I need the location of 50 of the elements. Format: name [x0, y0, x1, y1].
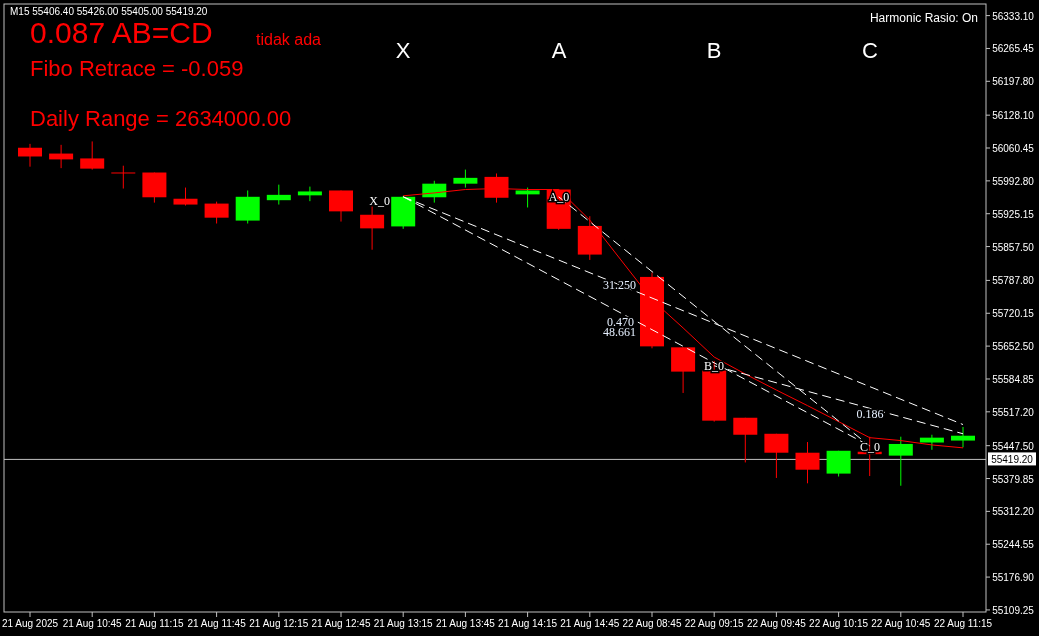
x-tick-label: 21 Aug 11:45: [187, 618, 247, 629]
y-tick-label: 55109.25: [992, 604, 1035, 616]
annotation: X: [395, 38, 411, 63]
annotation: X_0: [369, 194, 390, 208]
y-tick-label: 55720.15: [992, 308, 1035, 320]
x-tick-label: 22 Aug 11:15: [933, 618, 993, 629]
y-tick-label: 55857.50: [992, 241, 1035, 253]
x-tick-label: 21 Aug 11:15: [125, 618, 184, 629]
y-tick-label: 56265.45: [992, 43, 1035, 55]
x-tick-label: 21 Aug 14:45: [560, 618, 620, 629]
y-tick-label: 55379.85: [992, 473, 1035, 485]
y-tick-label: 55312.20: [992, 506, 1035, 518]
x-tick-label: 21 Aug 12:15: [249, 618, 309, 629]
chart-title: M15 55406.40 55426.00 55405.00 55419.20: [10, 6, 208, 17]
annotation: Fibo Retrace = -0.059: [30, 56, 244, 81]
y-tick-label: 55517.20: [992, 406, 1035, 418]
x-tick-label: 22 Aug 08:45: [622, 618, 682, 629]
y-tick-label: 56128.10: [992, 110, 1035, 122]
annotation: 0.186: [856, 407, 884, 421]
y-tick-label: 55787.80: [992, 275, 1035, 287]
y-tick-label: 55992.80: [992, 175, 1035, 187]
ref-line-label: 55419.20: [991, 454, 1034, 466]
x-tick-label: 22 Aug 09:15: [684, 618, 745, 629]
y-tick-label: 56060.45: [992, 143, 1035, 155]
annotation: A: [551, 38, 567, 63]
x-tick-label: 21 Aug 12:45: [311, 618, 371, 629]
x-tick-label: 21 Aug 10:45: [62, 618, 123, 629]
annotation: 31.250: [603, 278, 636, 292]
x-tick-label: 22 Aug 09:45: [746, 618, 807, 629]
annotation: tidak ada: [256, 31, 322, 48]
annotation: A_0: [548, 190, 570, 204]
annotation: C: [862, 38, 879, 63]
y-tick-label: 56333.10: [992, 10, 1035, 22]
y-tick-label: 55176.90: [992, 572, 1035, 584]
y-tick-label: 55925.15: [992, 208, 1035, 220]
x-tick-label: 21 Aug 14:15: [498, 618, 558, 629]
x-tick-label: 22 Aug 10:45: [871, 618, 931, 629]
x-tick-label: 21 Aug 2025: [1, 618, 59, 629]
y-tick-label: 55244.55: [992, 539, 1035, 551]
annotation: B: [706, 38, 722, 63]
y-tick-label: 55447.50: [992, 440, 1035, 452]
x-tick-label: 21 Aug 13:15: [373, 618, 434, 629]
annotation: Daily Range = 2634000.00: [30, 106, 292, 131]
x-tick-label: 21 Aug 13:45: [435, 618, 496, 629]
x-tick-label: 22 Aug 10:15: [809, 618, 869, 629]
y-tick-label: 56197.80: [992, 76, 1035, 88]
y-tick-label: 55584.85: [992, 373, 1035, 385]
y-tick-label: 55652.50: [992, 341, 1035, 353]
annotation: 0.087 AB=CD: [30, 16, 213, 49]
annotation: Harmonic Rasio: On: [869, 11, 978, 25]
